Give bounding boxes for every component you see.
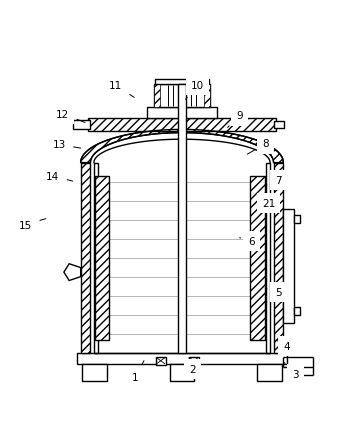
Text: 10: 10 [186, 81, 204, 100]
Bar [155, 80, 209, 85]
Bar [73, 121, 90, 129]
Bar [94, 163, 98, 353]
Text: 3: 3 [283, 362, 299, 379]
Text: 8: 8 [247, 139, 269, 155]
Text: 14: 14 [46, 171, 73, 182]
Text: 15: 15 [19, 219, 46, 230]
Bar [250, 176, 265, 340]
Bar [274, 163, 283, 353]
Bar [147, 108, 217, 119]
Bar [294, 307, 300, 315]
Bar [170, 364, 194, 381]
Bar [77, 353, 287, 364]
Bar [189, 357, 199, 365]
Text: 12: 12 [56, 110, 85, 123]
Text: 9: 9 [228, 111, 243, 128]
Text: 4: 4 [276, 340, 290, 351]
Text: 21: 21 [261, 198, 275, 208]
Bar [82, 364, 107, 381]
Text: 13: 13 [52, 140, 81, 150]
Bar [274, 121, 284, 128]
Bar [88, 119, 276, 132]
Bar [204, 85, 210, 108]
Bar [257, 364, 282, 381]
Bar [294, 216, 300, 223]
Text: 6: 6 [240, 237, 255, 247]
Bar [154, 85, 160, 108]
Bar [283, 210, 294, 324]
Bar [154, 85, 210, 108]
Polygon shape [64, 264, 81, 281]
Bar [266, 163, 270, 353]
Polygon shape [81, 130, 283, 163]
Text: 2: 2 [189, 358, 196, 374]
Bar [178, 85, 186, 353]
Text: 5: 5 [266, 287, 281, 297]
Text: 1: 1 [131, 361, 144, 383]
Bar [156, 357, 166, 365]
Bar [81, 163, 90, 353]
Bar [95, 176, 109, 340]
Text: 11: 11 [109, 81, 134, 98]
Text: 7: 7 [265, 176, 281, 187]
